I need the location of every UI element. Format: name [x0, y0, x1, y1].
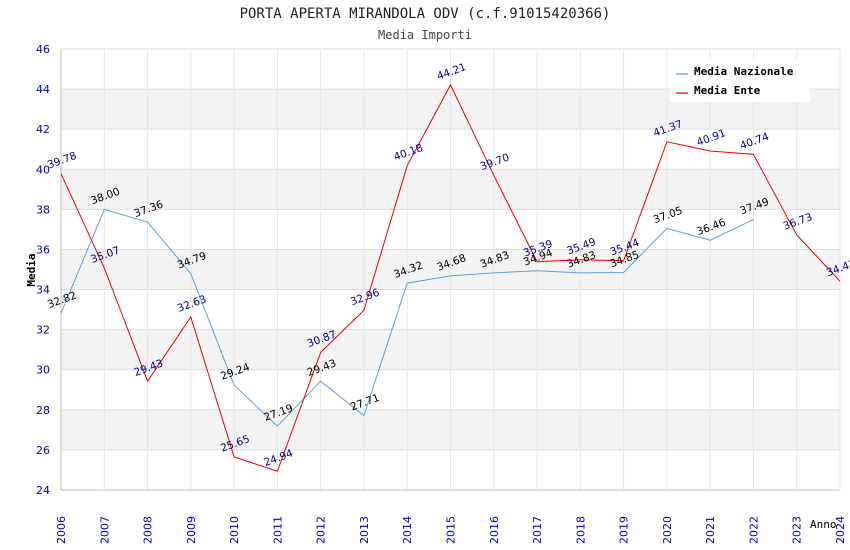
- y-tick-label-34: 34: [36, 284, 50, 297]
- x-tick-label-2010: 2010: [228, 516, 241, 544]
- data-label-media-nazionale-2021: 36.46: [695, 216, 728, 238]
- x-tick-label-2007: 2007: [98, 516, 111, 544]
- legend: Media Nazionale Media Ente: [670, 58, 810, 102]
- y-axis-label: Media: [25, 253, 38, 286]
- data-label-media-nazionale-2006: 32.82: [46, 289, 78, 311]
- series-line-media-ente: [60, 83, 841, 472]
- y-tick-label-26: 26: [36, 444, 50, 457]
- x-tick-label-2022: 2022: [747, 516, 760, 544]
- data-label-media-ente-2014: 40.18: [392, 142, 424, 164]
- axes: [60, 49, 840, 491]
- legend-label-media-nazionale: Media Nazionale: [694, 65, 794, 78]
- gridlines: [60, 48, 841, 491]
- x-tick-label-2024: 2024: [834, 516, 847, 544]
- x-tick-label-2006: 2006: [55, 516, 68, 544]
- data-label-media-ente-2009: 32.63: [176, 293, 208, 315]
- y-tick-label-46: 46: [36, 43, 50, 56]
- y-tick-label-40: 40: [36, 163, 50, 176]
- x-tick-labels: 2006 2007 2008 2009 2010 2011 2012 2013 2014 2015…: [55, 516, 847, 544]
- x-tick-label-2013: 2013: [358, 516, 371, 544]
- x-tick-label-2016: 2016: [488, 516, 501, 544]
- x-tick-label-2018: 2018: [574, 516, 587, 544]
- data-label-media-ente-2015: 44.21: [435, 61, 467, 83]
- data-label-media-ente-2023: 36.73: [782, 211, 814, 233]
- x-tick-label-2023: 2023: [791, 516, 804, 544]
- y-tick-label-36: 36: [36, 243, 50, 256]
- y-tick-label-32: 32: [36, 324, 50, 337]
- x-tick-label-2009: 2009: [185, 516, 198, 544]
- y-tick-label-28: 28: [36, 404, 50, 417]
- legend-box: [670, 58, 810, 102]
- series-lines: [60, 83, 841, 472]
- y-tick-label-42: 42: [36, 123, 50, 136]
- x-tick-label-2008: 2008: [142, 516, 155, 544]
- data-label-media-ente-2022: 40.74: [738, 131, 771, 153]
- x-tick-label-2021: 2021: [704, 516, 717, 544]
- series-line-media-nazionale: [60, 208, 754, 427]
- y-tick-label-38: 38: [36, 203, 50, 216]
- x-axis-label: Anno: [810, 518, 837, 531]
- x-tick-label-2017: 2017: [531, 516, 544, 544]
- chart-title: PORTA APERTA MIRANDOLA ODV (c.f.91015420…: [240, 6, 611, 22]
- y-tick-labels: 24 26 28 30 32 34 36 38 40 42 44 46: [36, 43, 50, 497]
- x-tick-label-2014: 2014: [401, 516, 414, 544]
- y-tick-label-30: 30: [36, 364, 50, 377]
- data-label-media-ente-2011: 24.94: [262, 447, 295, 469]
- y-tick-label-44: 44: [36, 83, 50, 96]
- x-tick-label-2019: 2019: [618, 516, 631, 544]
- data-label-media-ente-2021: 40.91: [695, 127, 727, 149]
- data-label-media-ente-2006: 39.78: [46, 150, 78, 172]
- x-tick-label-2015: 2015: [445, 516, 458, 544]
- x-tick-label-2012: 2012: [315, 516, 328, 544]
- chart-subtitle: Media Importi: [378, 28, 472, 42]
- x-tick-label-2011: 2011: [271, 516, 284, 544]
- y-tick-label-24: 24: [36, 484, 50, 497]
- x-tick-label-2020: 2020: [661, 516, 674, 544]
- legend-label-media-ente: Media Ente: [694, 84, 761, 97]
